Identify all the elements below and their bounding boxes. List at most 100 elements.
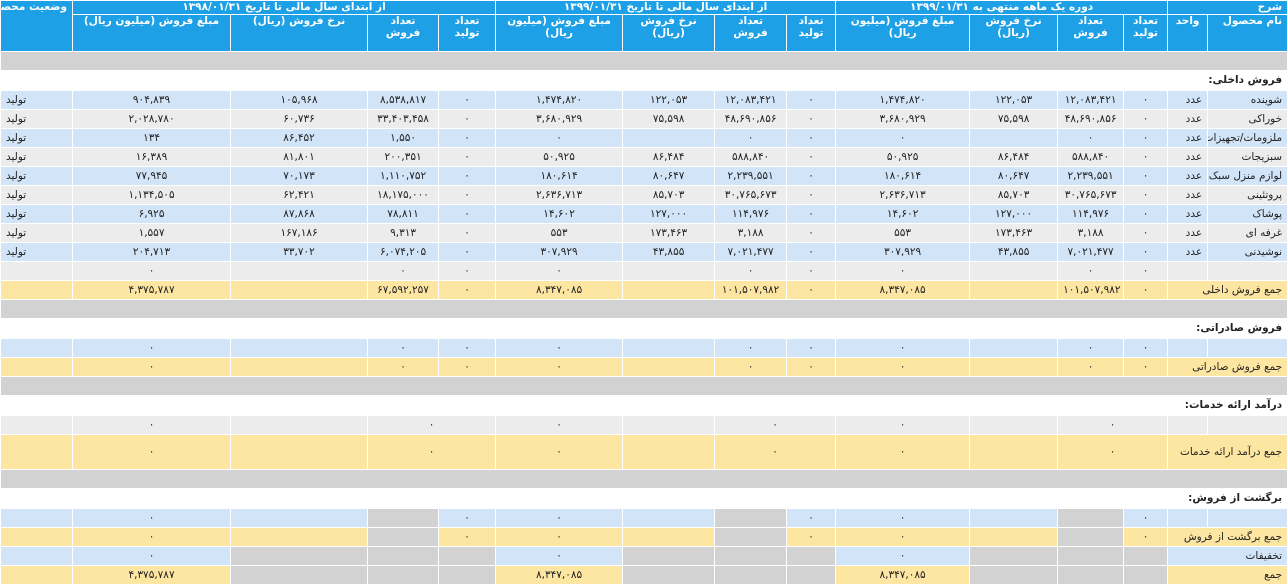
section-title: فروش داخلی: <box>1 71 1287 91</box>
cell <box>970 262 1058 281</box>
section-services: درآمد ارائه خدمات: <box>1 396 1287 416</box>
product-unit: عدد <box>1168 148 1208 167</box>
product-unit: عدد <box>1168 167 1208 186</box>
cell: ۰ <box>787 281 836 300</box>
cell: ۷۰,۱۷۳ <box>231 167 368 186</box>
cell: ۰ <box>1124 262 1168 281</box>
cell: ۰ <box>1124 110 1168 129</box>
row-label: جمع برگشت از فروش <box>1168 528 1287 547</box>
cell: ۰ <box>496 509 623 528</box>
cell: ۰ <box>1124 339 1168 358</box>
cell: ۰ <box>836 528 970 547</box>
cell: ۰ <box>787 110 836 129</box>
cell: ۰ <box>1124 205 1168 224</box>
cell: ۰ <box>496 547 623 566</box>
cell: ۱۲۲,۰۵۳ <box>970 91 1058 110</box>
cell: ۰ <box>787 186 836 205</box>
product-unit: عدد <box>1168 186 1208 205</box>
cell: ۵۵۳ <box>496 224 623 243</box>
product-status: تولید <box>1 148 73 167</box>
cell: ۱,۱۱۰,۷۵۲ <box>368 167 439 186</box>
cell: ۶,۹۲۵ <box>73 205 231 224</box>
cell: ۰ <box>496 528 623 547</box>
cell <box>231 358 368 377</box>
p1-sales-count-header: تعداد فروش <box>1058 15 1124 52</box>
cell: ۰ <box>715 262 787 281</box>
export-total-row: جمع فروش صادراتی ۰ ۰ ۰ ۰ ۰ ۰ ۰ ۰ ۰ <box>1 358 1287 377</box>
services-total-row: جمع درآمد ارائه خدمات ۰ ۰ ۰ ۰ ۰ ۰ <box>1 435 1287 470</box>
cell: ۲۰۰,۳۵۱ <box>368 148 439 167</box>
product-name: پروتئینی <box>1208 186 1287 205</box>
cell: ۰ <box>1058 435 1168 470</box>
cell: ۴۳,۸۵۵ <box>970 243 1058 262</box>
cell <box>623 358 715 377</box>
cell: ۰ <box>836 129 970 148</box>
cell: ۰ <box>368 358 439 377</box>
cell: ۲,۶۳۶,۷۱۳ <box>496 186 623 205</box>
cell <box>970 435 1058 470</box>
cell: ۰ <box>1124 509 1168 528</box>
cell: ۰ <box>1058 358 1124 377</box>
cell: ۱,۵۵۰ <box>368 129 439 148</box>
cell: ۰ <box>73 416 231 435</box>
product-name: نوشیدنی <box>1208 243 1287 262</box>
cell: ۱۲,۰۸۳,۴۲۱ <box>1058 91 1124 110</box>
cell: ۰ <box>439 281 496 300</box>
cell: ۲,۲۳۹,۵۵۱ <box>715 167 787 186</box>
cell: ۱۲۲,۰۵۳ <box>623 91 715 110</box>
cell <box>231 339 368 358</box>
spacer-row <box>1 300 1287 319</box>
product-status: تولید <box>1 243 73 262</box>
product-name: شوینده <box>1208 91 1287 110</box>
cell: ۳۳,۷۰۲ <box>231 243 368 262</box>
product-unit: عدد <box>1168 243 1208 262</box>
cell: ۵۰,۹۲۵ <box>496 148 623 167</box>
cell: ۱۶۷,۱۸۶ <box>231 224 368 243</box>
cell: ۱۸۰,۶۱۴ <box>836 167 970 186</box>
cell <box>623 416 715 435</box>
cell: ۰ <box>787 167 836 186</box>
product-name: لوازم منزل سبک <box>1208 167 1287 186</box>
cell: ۴,۳۷۵,۷۸۷ <box>73 566 231 585</box>
cell <box>623 528 715 547</box>
cell: ۸,۳۴۷,۰۸۵ <box>836 281 970 300</box>
cell: ۶,۰۷۴,۲۰۵ <box>368 243 439 262</box>
cell: ۰ <box>1124 129 1168 148</box>
cell: ۸۵,۷۰۳ <box>970 186 1058 205</box>
cell: ۳,۱۸۸ <box>1058 224 1124 243</box>
p3-production-header: تعداد تولید <box>439 15 496 52</box>
cell: ۰ <box>787 509 836 528</box>
product-name-header: نام محصول <box>1208 15 1287 52</box>
section-export: فروش صادراتی: <box>1 319 1287 339</box>
cell: ۲,۲۳۹,۵۵۱ <box>1058 167 1124 186</box>
cell: ۰ <box>715 358 787 377</box>
cell: ۰ <box>73 528 231 547</box>
row-label: جمع فروش صادراتی <box>1168 358 1287 377</box>
cell: ۸۶,۴۸۴ <box>623 148 715 167</box>
services-blank-row: ۰ ۰ ۰ ۰ ۰ ۰ <box>1 416 1287 435</box>
cell: ۳۰۷,۹۲۹ <box>496 243 623 262</box>
cell: ۸۶,۴۸۴ <box>970 148 1058 167</box>
section-title: درآمد ارائه خدمات: <box>1 396 1287 416</box>
cell <box>623 339 715 358</box>
cell: ۰ <box>715 416 836 435</box>
cell: ۸,۳۴۷,۰۸۵ <box>836 566 970 585</box>
cell: ۰ <box>1124 243 1168 262</box>
cell: ۱,۴۷۴,۸۲۰ <box>496 91 623 110</box>
cell: ۳۰۷,۹۲۹ <box>836 243 970 262</box>
product-unit: عدد <box>1168 205 1208 224</box>
cell: ۰ <box>787 262 836 281</box>
spacer-row <box>1 470 1287 489</box>
product-unit: عدد <box>1168 91 1208 110</box>
cell: ۲,۰۲۸,۷۸۰ <box>73 110 231 129</box>
cell: ۰ <box>787 129 836 148</box>
cell: ۰ <box>836 262 970 281</box>
p2-sales-count-header: تعداد فروش <box>715 15 787 52</box>
cell: ۰ <box>1124 224 1168 243</box>
cell: ۱,۴۷۴,۸۲۰ <box>836 91 970 110</box>
cell <box>970 416 1058 435</box>
cell: ۰ <box>496 358 623 377</box>
domestic-total-row: جمع فروش داخلی ۰ ۱۰۱,۵۰۷,۹۸۲ ۸,۳۴۷,۰۸۵ ۰… <box>1 281 1287 300</box>
cell <box>970 528 1058 547</box>
